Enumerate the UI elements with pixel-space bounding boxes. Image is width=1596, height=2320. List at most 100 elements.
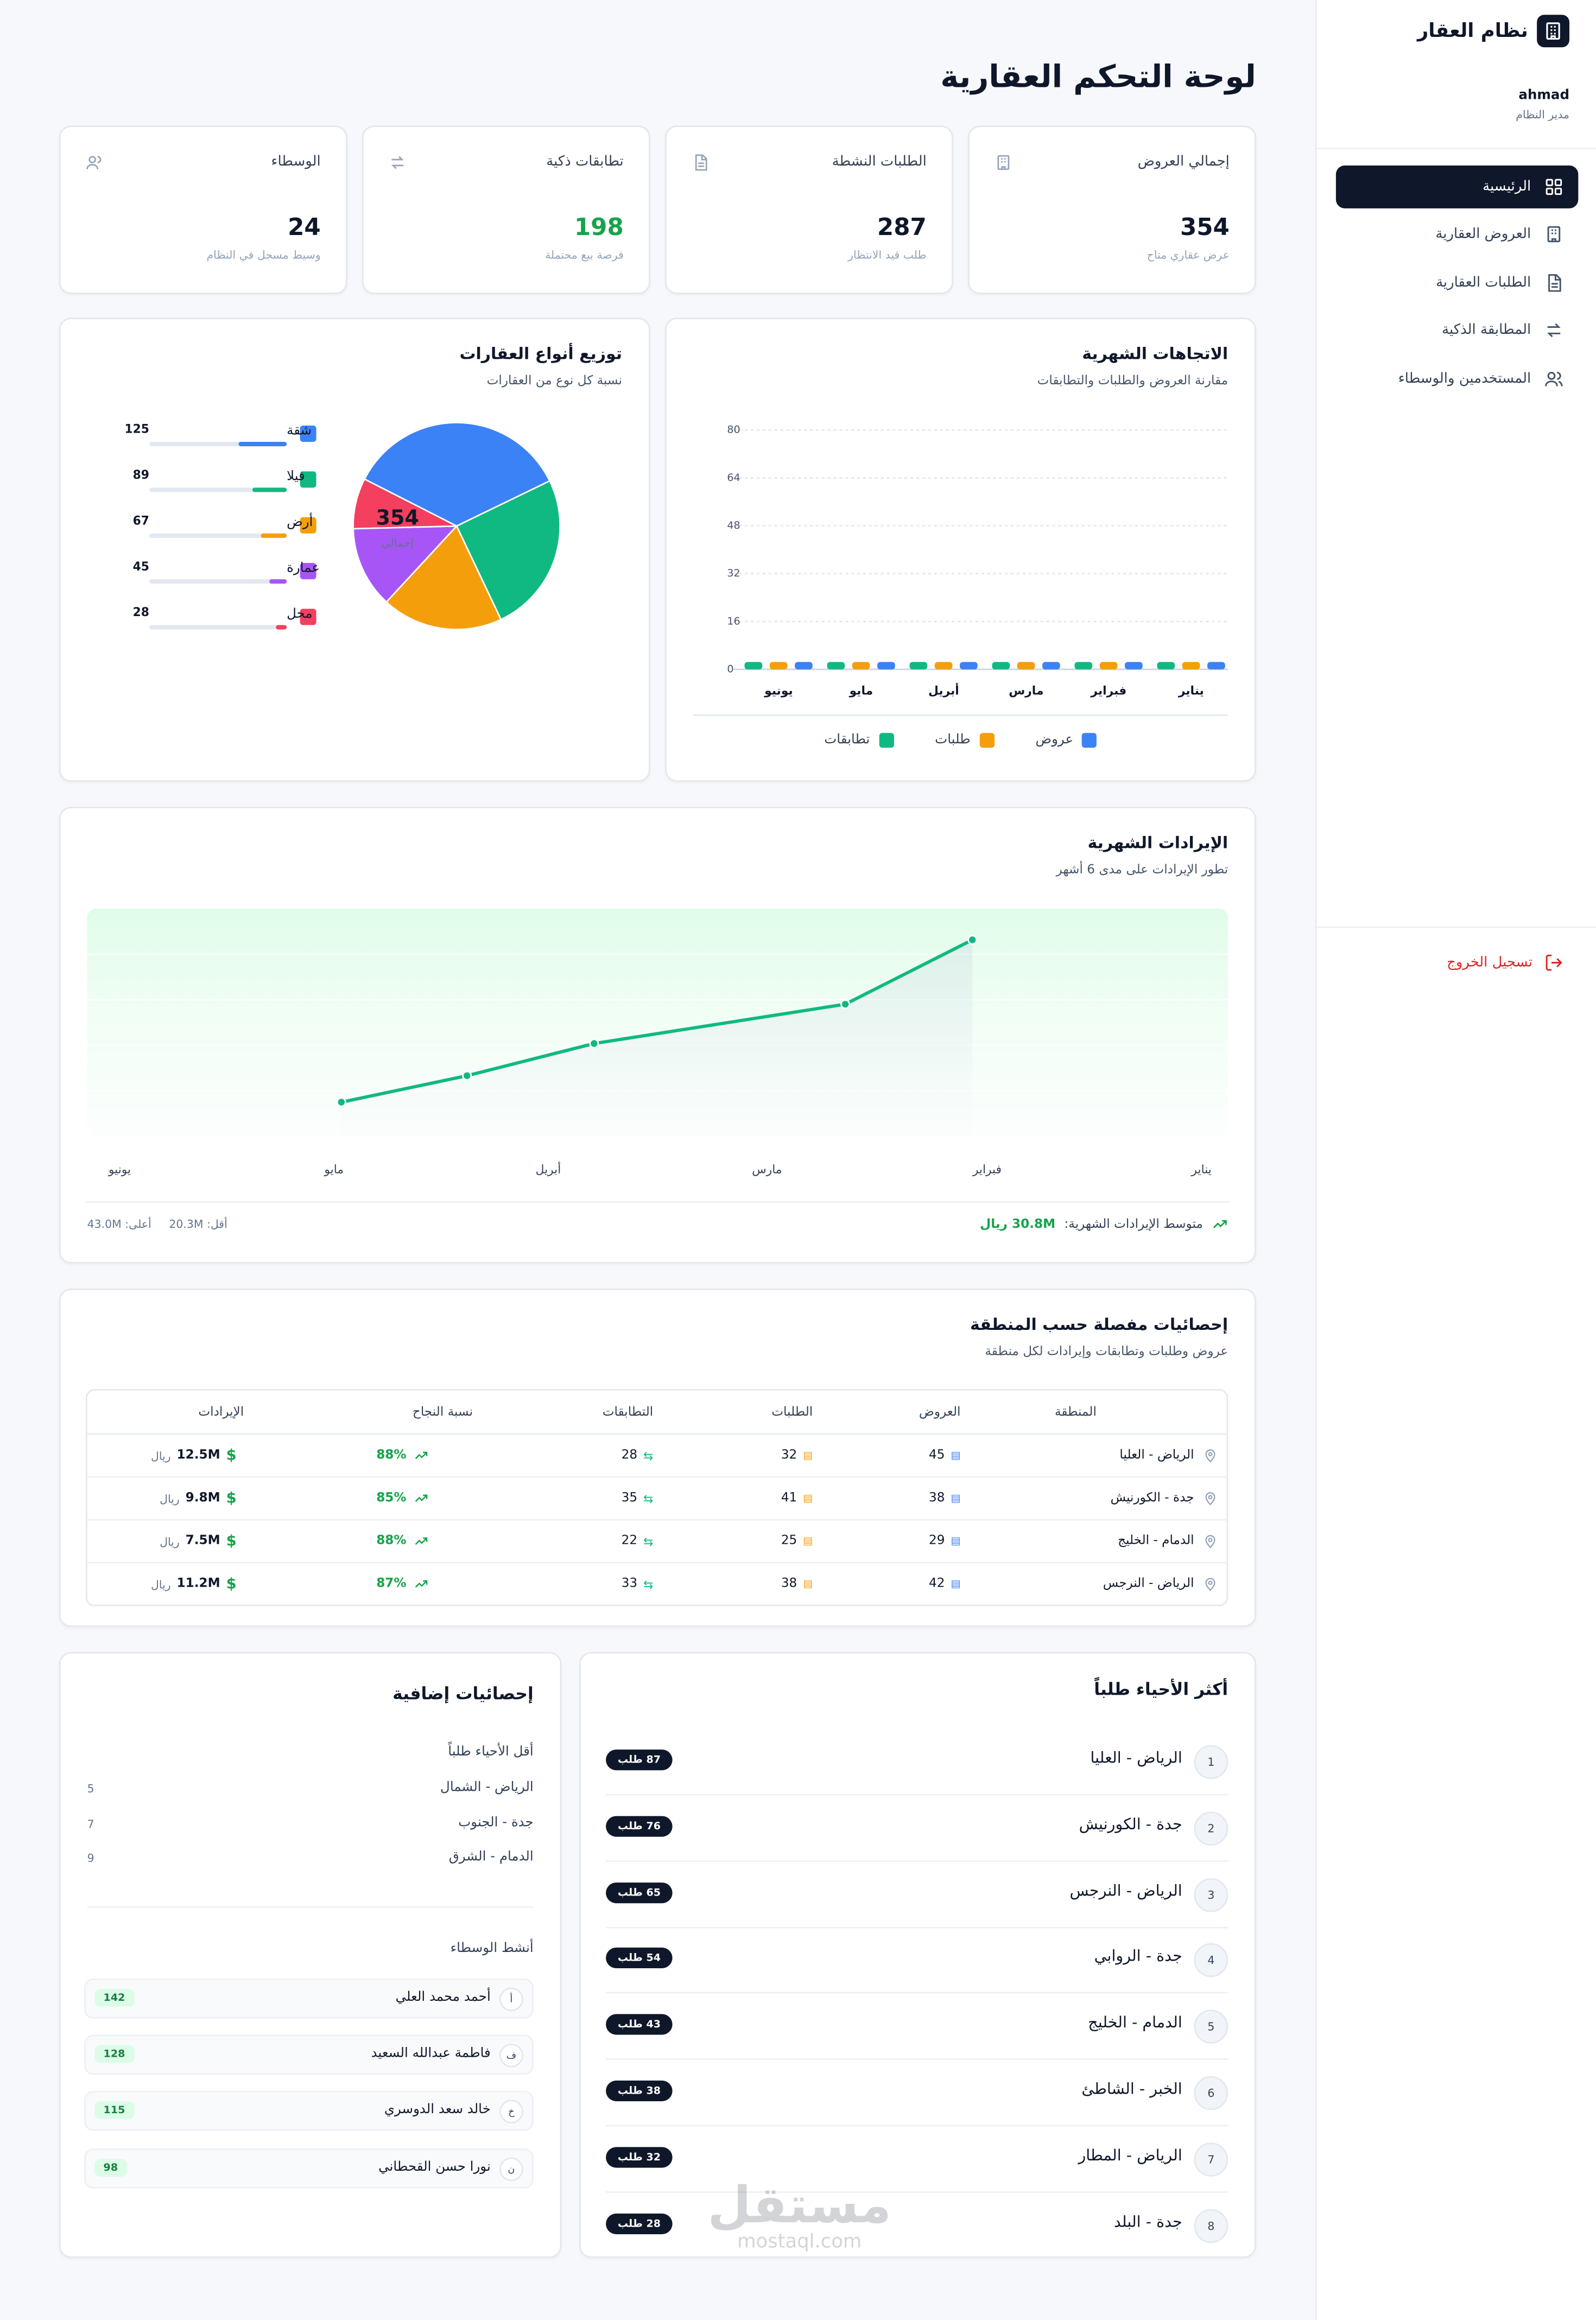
nav-item-requests[interactable]: الطلبات العقارية xyxy=(1336,261,1578,304)
bar-requests[interactable] xyxy=(1017,662,1035,670)
y-tick-label: 80 xyxy=(727,424,740,436)
revenue-value: 9.8M xyxy=(185,1491,220,1506)
distribution-title: توزيع أنواع العقارات xyxy=(459,344,623,364)
cell-matches: ⇆ 22 xyxy=(473,1534,654,1549)
legend-swatch xyxy=(1082,733,1097,748)
nav-item-home[interactable]: الرئيسية xyxy=(1335,165,1579,208)
data-point[interactable] xyxy=(462,1070,472,1081)
table-row[interactable]: الرياض - العليا ▤ 45 ▤ 32 ⇆ 28 88% $ 12.… xyxy=(87,1435,1227,1478)
avatar: ن xyxy=(499,2157,523,2180)
table-row[interactable]: جدة - الكورنيش ▤ 38 ▤ 41 ⇆ 35 85% $ 9.8M xyxy=(87,1478,1227,1521)
region-name: الرياض - العليا xyxy=(1119,1448,1194,1463)
x-tick-label: فبراير xyxy=(972,1163,1002,1176)
least-row[interactable]: جدة - الجنوب 7 xyxy=(87,1815,534,1842)
offers-value: 38 xyxy=(929,1491,945,1506)
pie-slice[interactable] xyxy=(352,525,459,603)
kpi-card-brokers[interactable]: الوسطاء 24 وسيط مسجل في النظام xyxy=(59,125,347,294)
bar-matches[interactable] xyxy=(744,662,763,670)
neighborhood-name: الخبر - الشاطئ xyxy=(1081,2080,1182,2099)
col-header: نسبة النجاح xyxy=(412,1404,473,1419)
bar-requests[interactable] xyxy=(934,662,953,670)
trend-up-icon xyxy=(415,1494,428,1502)
pie-slice[interactable] xyxy=(385,524,502,630)
swap-icon: ⇆ xyxy=(643,1535,654,1548)
bar-requests[interactable] xyxy=(1182,662,1200,670)
broker-row[interactable]: ف فاطمة عبدالله السعيد 128 xyxy=(84,2035,534,2075)
bar-matches[interactable] xyxy=(827,662,845,670)
neighborhood-row[interactable]: 3 الرياض - النرجس 65 طلب xyxy=(606,1860,1228,1928)
bar-offers[interactable] xyxy=(1207,662,1225,670)
users-icon xyxy=(86,156,102,169)
bar-requests[interactable] xyxy=(769,662,788,670)
neighborhood-row[interactable]: 2 جدة - الكورنيش 76 طلب xyxy=(606,1793,1228,1862)
top-neighborhoods-title: أكثر الأحياء طلباً xyxy=(1094,1678,1228,1700)
bar-matches[interactable] xyxy=(992,662,1010,670)
data-point[interactable] xyxy=(336,1097,346,1107)
nav-item-matching[interactable]: المطابقة الذكية xyxy=(1336,309,1578,352)
logout-icon xyxy=(1546,954,1562,971)
max-label: أعلى: 43.0M xyxy=(87,1218,151,1231)
table-row[interactable]: الرياض - النرجس ▤ 42 ▤ 38 ⇆ 33 87% $ 11.… xyxy=(87,1563,1227,1605)
broker-row[interactable]: ن نورا حسن القحطاني 98 xyxy=(84,2148,534,2188)
pie-slice[interactable] xyxy=(455,480,561,621)
logout-button[interactable]: تسجيل الخروج xyxy=(1447,953,1563,972)
bar-offers[interactable] xyxy=(877,662,895,670)
nav-item-offers[interactable]: العروض العقارية xyxy=(1336,213,1578,256)
bar-offers[interactable] xyxy=(1042,662,1060,670)
neighborhood-row[interactable]: 4 جدة - الروابي 54 طلب xyxy=(606,1926,1228,1994)
legend-swatch xyxy=(300,608,316,625)
legend-item-matches[interactable]: تطابقات xyxy=(824,733,894,748)
requests-value: 41 xyxy=(781,1491,797,1506)
kpi-card-offers[interactable]: إجمالي العروض 354 عرض عقاري متاح xyxy=(968,125,1256,294)
kpi-card-matches[interactable]: تطابقات ذكية 198 فرصة بيع محتملة xyxy=(362,125,650,294)
bar-matches[interactable] xyxy=(1157,662,1175,670)
bar-requests[interactable] xyxy=(1099,662,1118,670)
currency-label: ريال xyxy=(151,1577,171,1591)
bar-offers[interactable] xyxy=(1125,662,1143,670)
broker-row[interactable]: خ خالد سعد الدوسري 115 xyxy=(84,2091,534,2132)
pie-slice[interactable] xyxy=(363,422,551,527)
pie-slice[interactable] xyxy=(352,478,457,530)
legend-swatch xyxy=(979,733,995,748)
data-point[interactable] xyxy=(967,935,978,945)
legend-item-requests[interactable]: طلبات xyxy=(935,733,995,748)
neighborhood-row[interactable]: 1 الرياض - العليا 87 طلب xyxy=(606,1727,1228,1796)
revenue-average: متوسط الإيرادات الشهرية: 30.8M ريال xyxy=(980,1216,1228,1232)
bar-matches[interactable] xyxy=(1074,662,1093,670)
cell-success: 88% xyxy=(244,1534,473,1549)
rank-badge: 4 xyxy=(1194,1943,1228,1978)
neighborhood-row[interactable]: 5 الدمام - الخليج 43 طلب xyxy=(606,1992,1228,2061)
bar-offers[interactable] xyxy=(960,662,978,670)
table-row[interactable]: الدمام - الخليج ▤ 29 ▤ 25 ⇆ 22 88% $ 7.5… xyxy=(87,1520,1227,1564)
broker-name: نورا حسن القحطاني xyxy=(378,2159,491,2175)
broker-row[interactable]: أ أحمد محمد العلي 142 xyxy=(84,1979,534,2019)
data-point[interactable] xyxy=(589,1038,599,1049)
kpi-title: إجمالي العروض xyxy=(1137,154,1230,170)
data-point[interactable] xyxy=(840,999,851,1009)
neighborhood-row[interactable]: 6 الخبر - الشاطئ 38 طلب xyxy=(606,2058,1228,2127)
legend-bar xyxy=(269,579,287,584)
legend-label: أرض xyxy=(287,513,313,529)
least-row[interactable]: الدمام - الشرق 9 xyxy=(87,1850,534,1877)
neighborhood-row[interactable]: 8 جدة - البلد 28 طلب xyxy=(606,2191,1228,2257)
x-tick-label: يونيو xyxy=(108,1163,131,1176)
watermark-url: mostaql.com xyxy=(737,2231,862,2254)
revenue-value: 11.2M xyxy=(176,1576,220,1592)
least-row[interactable]: الرياض - الشمال 5 xyxy=(87,1780,534,1807)
legend-value: 67 xyxy=(133,514,149,528)
bar-offers[interactable] xyxy=(795,662,813,670)
extra-title: إحصائيات إضافية xyxy=(392,1683,534,1704)
legend-label: طلبات xyxy=(935,733,971,748)
neighborhood-name: جدة - الكورنيش xyxy=(1079,1816,1182,1834)
kpi-card-requests[interactable]: الطلبات النشطة 287 طلب قيد الانتظار xyxy=(665,125,953,294)
neighborhood-row[interactable]: 7 الرياض - المطار 32 طلب xyxy=(606,2125,1228,2193)
legend-track xyxy=(149,579,287,584)
bar-requests[interactable] xyxy=(852,662,870,670)
revenue-divider xyxy=(85,1201,1230,1203)
location-pin-icon xyxy=(1205,1492,1215,1506)
brand[interactable]: نظام العقار xyxy=(1417,15,1569,48)
bar-matches[interactable] xyxy=(909,662,928,670)
nav-item-users[interactable]: المستخدمين والوسطاء xyxy=(1336,357,1578,400)
kpi-value: 24 xyxy=(288,212,321,241)
legend-item-offers[interactable]: عروض xyxy=(1035,733,1097,748)
